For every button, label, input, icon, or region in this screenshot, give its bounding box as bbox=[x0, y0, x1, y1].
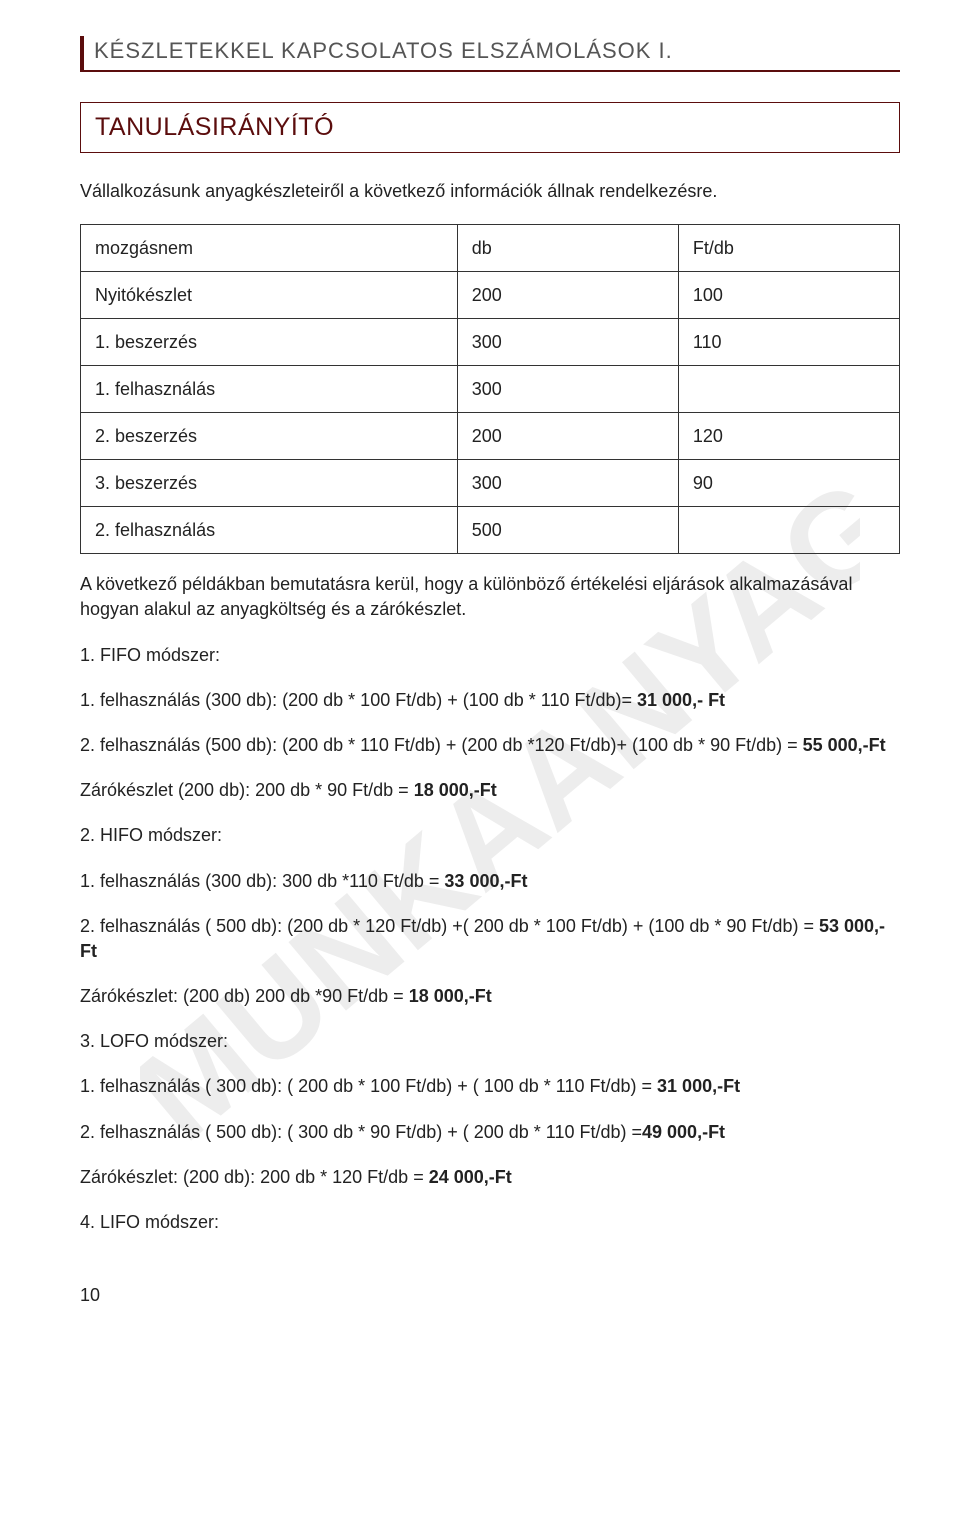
calc-text: 1. felhasználás (300 db): 300 db *110 Ft… bbox=[80, 871, 444, 891]
lofo-closing: Zárókészlet: (200 db): 200 db * 120 Ft/d… bbox=[80, 1165, 900, 1190]
table-cell: 1. beszerzés bbox=[81, 319, 458, 366]
section-title: TANULÁSIRÁNYÍTÓ bbox=[95, 113, 334, 141]
page-number: 10 bbox=[80, 1285, 900, 1306]
explain-paragraph: A következő példákban bemutatásra kerül,… bbox=[80, 572, 900, 622]
movements-table: mozgásnem db Ft/db Nyitókészlet 200 100 … bbox=[80, 224, 900, 554]
calc-text: Zárókészlet: (200 db): 200 db * 120 Ft/d… bbox=[80, 1167, 429, 1187]
calc-result: 49 000,-Ft bbox=[642, 1122, 725, 1142]
table-cell: db bbox=[457, 225, 678, 272]
calc-text: Zárókészlet (200 db): 200 db * 90 Ft/db … bbox=[80, 780, 414, 800]
table-cell: 300 bbox=[457, 460, 678, 507]
calc-text: 2. felhasználás ( 500 db): (200 db * 120… bbox=[80, 916, 819, 936]
calc-text: Zárókészlet: (200 db) 200 db *90 Ft/db = bbox=[80, 986, 409, 1006]
table-cell: 200 bbox=[457, 272, 678, 319]
table-row: 2. beszerzés 200 120 bbox=[81, 413, 900, 460]
table-cell bbox=[678, 366, 899, 413]
intro-paragraph: Vállalkozásunk anyagkészleteiről a követ… bbox=[80, 179, 900, 204]
fifo-closing: Zárókészlet (200 db): 200 db * 90 Ft/db … bbox=[80, 778, 900, 803]
table-cell: 110 bbox=[678, 319, 899, 366]
hifo-usage-2: 2. felhasználás ( 500 db): (200 db * 120… bbox=[80, 914, 900, 964]
section-title-box: TANULÁSIRÁNYÍTÓ bbox=[80, 102, 900, 153]
table-row: mozgásnem db Ft/db bbox=[81, 225, 900, 272]
calc-result: 33 000,-Ft bbox=[444, 871, 527, 891]
method-title-fifo: 1. FIFO módszer: bbox=[80, 643, 900, 668]
calc-result: 55 000,-Ft bbox=[803, 735, 886, 755]
table-cell: Nyitókészlet bbox=[81, 272, 458, 319]
table-cell: 2. beszerzés bbox=[81, 413, 458, 460]
table-row: 1. beszerzés 300 110 bbox=[81, 319, 900, 366]
table-row: 1. felhasználás 300 bbox=[81, 366, 900, 413]
document-header-title: KÉSZLETEKKEL KAPCSOLATOS ELSZÁMOLÁSOK I. bbox=[94, 38, 673, 63]
table-cell: 300 bbox=[457, 319, 678, 366]
table-cell: mozgásnem bbox=[81, 225, 458, 272]
table-cell: 500 bbox=[457, 507, 678, 554]
table-row: Nyitókészlet 200 100 bbox=[81, 272, 900, 319]
fifo-usage-1: 1. felhasználás (300 db): (200 db * 100 … bbox=[80, 688, 900, 713]
table-cell: Ft/db bbox=[678, 225, 899, 272]
calc-text: 1. felhasználás (300 db): (200 db * 100 … bbox=[80, 690, 637, 710]
hifo-closing: Zárókészlet: (200 db) 200 db *90 Ft/db =… bbox=[80, 984, 900, 1009]
hifo-usage-1: 1. felhasználás (300 db): 300 db *110 Ft… bbox=[80, 869, 900, 894]
table-cell: 200 bbox=[457, 413, 678, 460]
calc-result: 24 000,-Ft bbox=[429, 1167, 512, 1187]
table-cell: 120 bbox=[678, 413, 899, 460]
table-cell: 100 bbox=[678, 272, 899, 319]
document-header: KÉSZLETEKKEL KAPCSOLATOS ELSZÁMOLÁSOK I. bbox=[80, 36, 900, 72]
table-cell bbox=[678, 507, 899, 554]
table-row: 2. felhasználás 500 bbox=[81, 507, 900, 554]
method-title-hifo: 2. HIFO módszer: bbox=[80, 823, 900, 848]
calc-result: 18 000,-Ft bbox=[414, 780, 497, 800]
method-title-lofo: 3. LOFO módszer: bbox=[80, 1029, 900, 1054]
table-cell: 2. felhasználás bbox=[81, 507, 458, 554]
calc-result: 18 000,-Ft bbox=[409, 986, 492, 1006]
table-cell: 1. felhasználás bbox=[81, 366, 458, 413]
calc-text: 2. felhasználás ( 500 db): ( 300 db * 90… bbox=[80, 1122, 642, 1142]
fifo-usage-2: 2. felhasználás (500 db): (200 db * 110 … bbox=[80, 733, 900, 758]
table-cell: 300 bbox=[457, 366, 678, 413]
calc-text: 2. felhasználás (500 db): (200 db * 110 … bbox=[80, 735, 803, 755]
calc-result: 31 000,-Ft bbox=[657, 1076, 740, 1096]
method-title-lifo: 4. LIFO módszer: bbox=[80, 1210, 900, 1235]
table-cell: 3. beszerzés bbox=[81, 460, 458, 507]
table-cell: 90 bbox=[678, 460, 899, 507]
lofo-usage-2: 2. felhasználás ( 500 db): ( 300 db * 90… bbox=[80, 1120, 900, 1145]
lofo-usage-1: 1. felhasználás ( 300 db): ( 200 db * 10… bbox=[80, 1074, 900, 1099]
calc-result: 31 000,- Ft bbox=[637, 690, 725, 710]
calc-text: 1. felhasználás ( 300 db): ( 200 db * 10… bbox=[80, 1076, 657, 1096]
table-row: 3. beszerzés 300 90 bbox=[81, 460, 900, 507]
